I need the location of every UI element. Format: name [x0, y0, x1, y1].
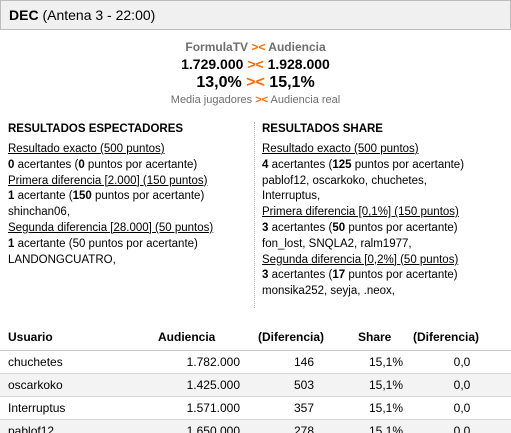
- results-divider: [254, 122, 255, 308]
- cell-diferencia-share: 0,0: [405, 396, 511, 420]
- results-share: RESULTADOS SHARE Resultado exacto (500 p…: [262, 122, 507, 300]
- share-segunda-label: Segunda diferencia [0,2%] (50 puntos): [262, 253, 459, 266]
- share-exacto-names-cont: Interruptus,: [262, 190, 321, 203]
- table-header-row: Usuario Audiencia (Diferencia) Share (Di…: [0, 324, 511, 351]
- col-usuario: Usuario: [0, 324, 150, 351]
- table-row: chuchetes 1.782.000 146 15,1% 0,0: [0, 350, 511, 374]
- cell-usuario: oscarkoko: [0, 373, 150, 397]
- program-name: DEC: [9, 7, 39, 23]
- col-audiencia: Audiencia: [150, 324, 250, 351]
- formulatv-share: 13,0%: [196, 74, 242, 91]
- audience-comparison: FormulaTV >< Audiencia 1.729.000 >< 1.92…: [0, 39, 511, 107]
- share-exacto-label: Resultado exacto (500 puntos): [262, 143, 419, 155]
- comparison-viewers: 1.729.000 >< 1.928.000: [0, 55, 511, 73]
- share-segunda-names: monsika252, seyja, .neox,: [262, 285, 395, 298]
- comparison-labels: FormulaTV >< Audiencia: [0, 39, 511, 55]
- vs-symbol: ><: [247, 56, 264, 72]
- espectadores-primera-label: Primera diferencia [2.000] (150 puntos): [8, 174, 208, 187]
- cell-diferencia: 503: [250, 373, 350, 397]
- comparison-share: 13,0% >< 15,1%: [0, 73, 511, 93]
- cell-share: 15,1%: [350, 373, 405, 397]
- cell-diferencia-share: 0,0: [405, 350, 511, 374]
- left-caption: Media jugadores: [170, 94, 253, 106]
- cell-share: 15,1%: [350, 419, 405, 433]
- cell-audiencia: 1.571.000: [150, 396, 250, 420]
- cell-audiencia: 1.782.000: [150, 350, 250, 374]
- results-espectadores: RESULTADOS ESPECTADORES Resultado exacto…: [8, 122, 248, 268]
- cell-diferencia: 357: [250, 396, 350, 420]
- espectadores-exacto-label: Resultado exacto (500 puntos): [8, 143, 165, 155]
- formulatv-viewers: 1.729.000: [181, 56, 244, 72]
- share-exacto-names: pablof12, oscarkoko, chuchetes,: [262, 174, 427, 187]
- cell-audiencia: 1.650.000: [150, 419, 250, 433]
- col-diferencia-audiencia: (Diferencia): [250, 324, 350, 351]
- share-primera-label: Primera diferencia [0,1%] (150 puntos): [262, 206, 459, 219]
- cell-diferencia-share: 0,0: [405, 419, 511, 433]
- cell-usuario: Interruptus: [0, 396, 150, 420]
- share-title: RESULTADOS SHARE: [262, 123, 383, 135]
- espectadores-primera-names: shinchan06,: [8, 206, 71, 219]
- espectadores-segunda-names: LANDONGCUATRO,: [8, 253, 116, 266]
- share-exacto-result: 4 acertantes (125 puntos por acertante): [262, 158, 465, 171]
- users-table: Usuario Audiencia (Diferencia) Share (Di…: [0, 324, 511, 433]
- col-diferencia-share: (Diferencia): [405, 324, 511, 351]
- espectadores-title: RESULTADOS ESPECTADORES: [8, 123, 184, 135]
- cell-audiencia: 1.425.000: [150, 373, 250, 397]
- cell-share: 15,1%: [350, 396, 405, 420]
- table-row: pablof12 1.650.000 278 15,1% 0,0: [0, 419, 511, 433]
- table-row: oscarkoko 1.425.000 503 15,1% 0,0: [0, 373, 511, 397]
- espectadores-segunda-label: Segunda diferencia [28.000] (50 puntos): [8, 221, 214, 234]
- vs-symbol: ><: [255, 94, 269, 106]
- share-segunda-result: 3 acertantes (17 puntos por acertante): [262, 269, 458, 282]
- share-primera-result: 3 acertantes (50 puntos por acertante): [262, 221, 458, 234]
- program-header: DEC (Antena 3 - 22:00): [0, 0, 511, 30]
- formulatv-label: FormulaTV: [185, 40, 249, 54]
- share-primera-names: fon_lost, SNQLA2, ralm1977,: [262, 237, 412, 250]
- cell-diferencia: 278: [250, 419, 350, 433]
- espectadores-exacto-result: 0 acertantes (0 puntos por acertante): [8, 158, 198, 171]
- comparison-captions: Media jugadores >< Audiencia real: [0, 93, 511, 107]
- vs-symbol: ><: [251, 40, 266, 54]
- audiencia-label: Audiencia: [268, 40, 326, 54]
- cell-usuario: chuchetes: [0, 350, 150, 374]
- real-share: 15,1%: [269, 74, 315, 91]
- cell-diferencia-share: 0,0: [405, 373, 511, 397]
- cell-diferencia: 146: [250, 350, 350, 374]
- program-detail: (Antena 3 - 22:00): [42, 7, 156, 23]
- table-row: Interruptus 1.571.000 357 15,1% 0,0: [0, 396, 511, 420]
- cell-usuario: pablof12: [0, 419, 150, 433]
- cell-share: 15,1%: [350, 350, 405, 374]
- vs-symbol: ><: [246, 74, 265, 91]
- col-share: Share: [350, 324, 405, 351]
- espectadores-segunda-result: 1 acertante (50 puntos por acertante): [8, 237, 198, 250]
- right-caption: Audiencia real: [270, 94, 341, 106]
- espectadores-primera-result: 1 acertante (150 puntos por acertante): [8, 190, 205, 203]
- real-viewers: 1.928.000: [267, 56, 330, 72]
